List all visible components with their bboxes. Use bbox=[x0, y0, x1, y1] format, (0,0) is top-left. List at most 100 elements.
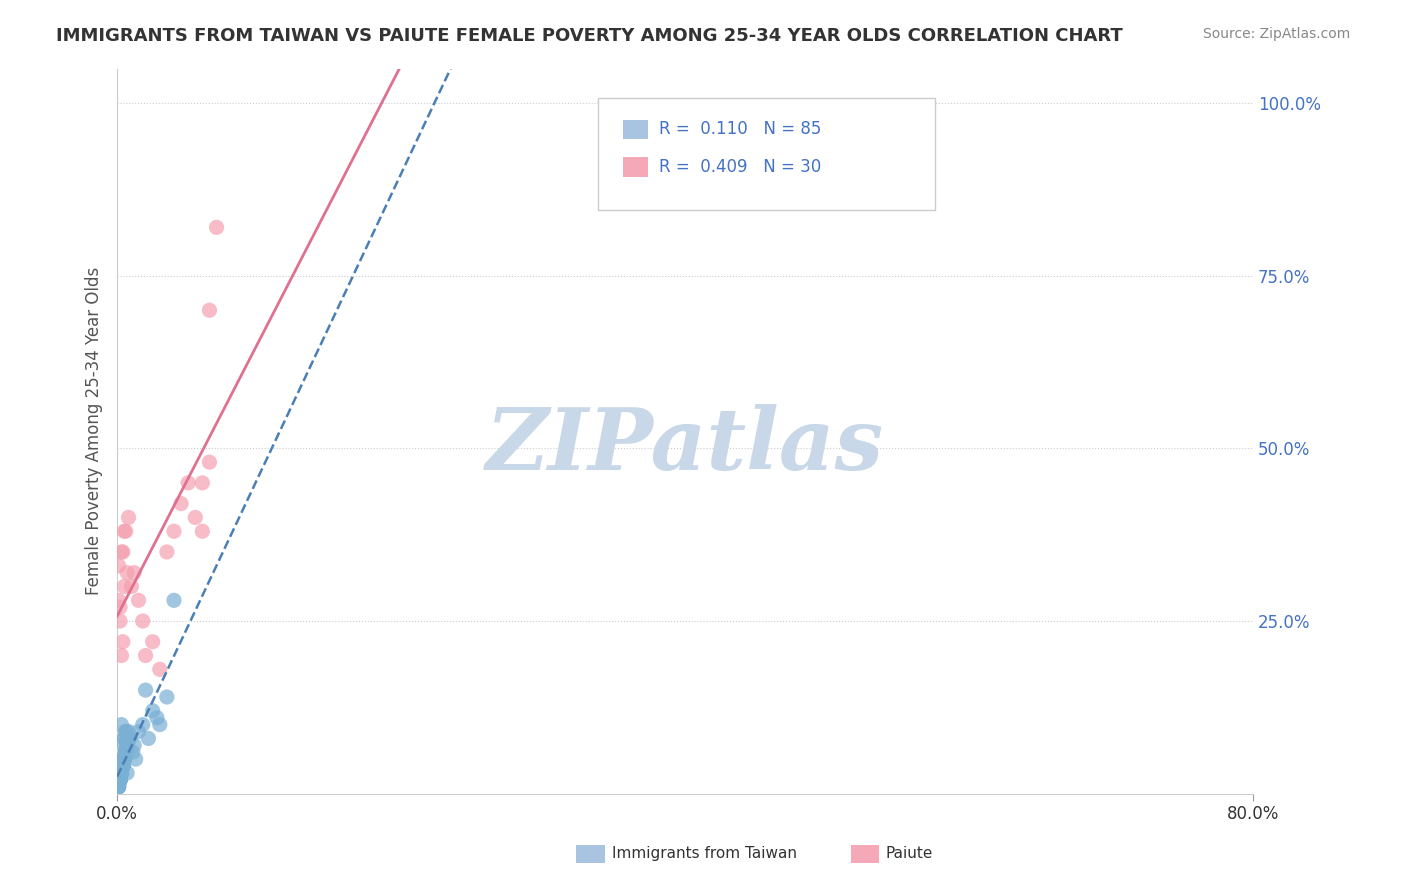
Point bbox=[135, 683, 157, 698]
Y-axis label: Female Poverty Among 25-34 Year Olds: Female Poverty Among 25-34 Year Olds bbox=[86, 267, 103, 595]
Point bbox=[114, 724, 136, 739]
Point bbox=[115, 566, 138, 580]
Point bbox=[107, 780, 129, 794]
Point bbox=[115, 739, 138, 753]
Point bbox=[112, 731, 135, 746]
Point bbox=[156, 545, 179, 559]
Point bbox=[110, 759, 132, 773]
Point bbox=[127, 724, 149, 739]
Point bbox=[114, 745, 136, 759]
Point bbox=[111, 759, 134, 773]
Point bbox=[110, 752, 132, 766]
Point bbox=[112, 752, 135, 766]
Point bbox=[108, 772, 131, 787]
Text: IMMIGRANTS FROM TAIWAN VS PAIUTE FEMALE POVERTY AMONG 25-34 YEAR OLDS CORRELATIO: IMMIGRANTS FROM TAIWAN VS PAIUTE FEMALE … bbox=[56, 27, 1123, 45]
Point bbox=[112, 579, 135, 593]
Text: R =  0.110   N = 85: R = 0.110 N = 85 bbox=[659, 120, 821, 138]
Point bbox=[112, 524, 135, 539]
Point bbox=[115, 739, 138, 753]
Point bbox=[110, 766, 132, 780]
Point bbox=[107, 558, 129, 573]
Point bbox=[114, 745, 136, 759]
Point bbox=[156, 690, 179, 704]
Point bbox=[110, 717, 132, 731]
Point bbox=[108, 772, 131, 787]
Point bbox=[124, 752, 146, 766]
Point bbox=[107, 780, 129, 794]
Point bbox=[110, 766, 132, 780]
Point bbox=[132, 614, 155, 628]
Text: Source: ZipAtlas.com: Source: ZipAtlas.com bbox=[1202, 27, 1350, 41]
Point bbox=[108, 772, 131, 787]
Point bbox=[115, 739, 138, 753]
Point bbox=[117, 510, 139, 524]
Point bbox=[149, 717, 172, 731]
Point bbox=[108, 772, 131, 787]
Point bbox=[114, 524, 136, 539]
Point bbox=[115, 739, 138, 753]
Point bbox=[112, 752, 135, 766]
Point bbox=[184, 510, 207, 524]
Point bbox=[108, 772, 131, 787]
Point bbox=[112, 739, 135, 753]
Point bbox=[110, 766, 132, 780]
Point bbox=[111, 759, 134, 773]
Point bbox=[191, 475, 214, 490]
Point bbox=[163, 593, 186, 607]
Point bbox=[117, 731, 139, 746]
Point bbox=[110, 648, 132, 663]
Point bbox=[108, 772, 131, 787]
Point bbox=[111, 759, 134, 773]
Point bbox=[198, 455, 221, 469]
Point bbox=[115, 739, 138, 753]
Point bbox=[110, 766, 132, 780]
Point bbox=[111, 759, 134, 773]
Point bbox=[163, 524, 186, 539]
Point bbox=[142, 704, 165, 718]
Point bbox=[177, 475, 200, 490]
Text: R =  0.409   N = 30: R = 0.409 N = 30 bbox=[659, 158, 821, 176]
Point bbox=[198, 303, 221, 318]
Point bbox=[108, 772, 131, 787]
Point bbox=[110, 545, 132, 559]
Point bbox=[115, 766, 138, 780]
Point bbox=[112, 731, 135, 746]
Point bbox=[114, 745, 136, 759]
Point bbox=[111, 759, 134, 773]
Point bbox=[135, 648, 157, 663]
Point bbox=[114, 745, 136, 759]
Point bbox=[107, 780, 129, 794]
Point bbox=[112, 752, 135, 766]
Point bbox=[191, 524, 214, 539]
Point bbox=[112, 752, 135, 766]
Point bbox=[122, 566, 145, 580]
Point bbox=[120, 579, 142, 593]
Text: ZIPatlas: ZIPatlas bbox=[486, 404, 884, 487]
Point bbox=[127, 593, 149, 607]
Point bbox=[107, 593, 129, 607]
Point bbox=[112, 752, 135, 766]
Point bbox=[114, 745, 136, 759]
Point bbox=[108, 772, 131, 787]
Point bbox=[132, 717, 155, 731]
Point bbox=[110, 766, 132, 780]
Point bbox=[111, 752, 134, 766]
Point bbox=[108, 772, 131, 787]
Point bbox=[108, 772, 131, 787]
Text: Immigrants from Taiwan: Immigrants from Taiwan bbox=[612, 847, 797, 861]
Point bbox=[111, 759, 134, 773]
Point bbox=[108, 614, 131, 628]
Point bbox=[107, 780, 129, 794]
Point bbox=[115, 739, 138, 753]
Point bbox=[111, 634, 134, 648]
Point bbox=[114, 745, 136, 759]
Point bbox=[110, 766, 132, 780]
Point bbox=[111, 759, 134, 773]
Point bbox=[108, 600, 131, 615]
Point bbox=[142, 634, 165, 648]
Point bbox=[111, 759, 134, 773]
Point bbox=[205, 220, 228, 235]
Point bbox=[110, 766, 132, 780]
Point bbox=[110, 766, 132, 780]
Point bbox=[111, 759, 134, 773]
